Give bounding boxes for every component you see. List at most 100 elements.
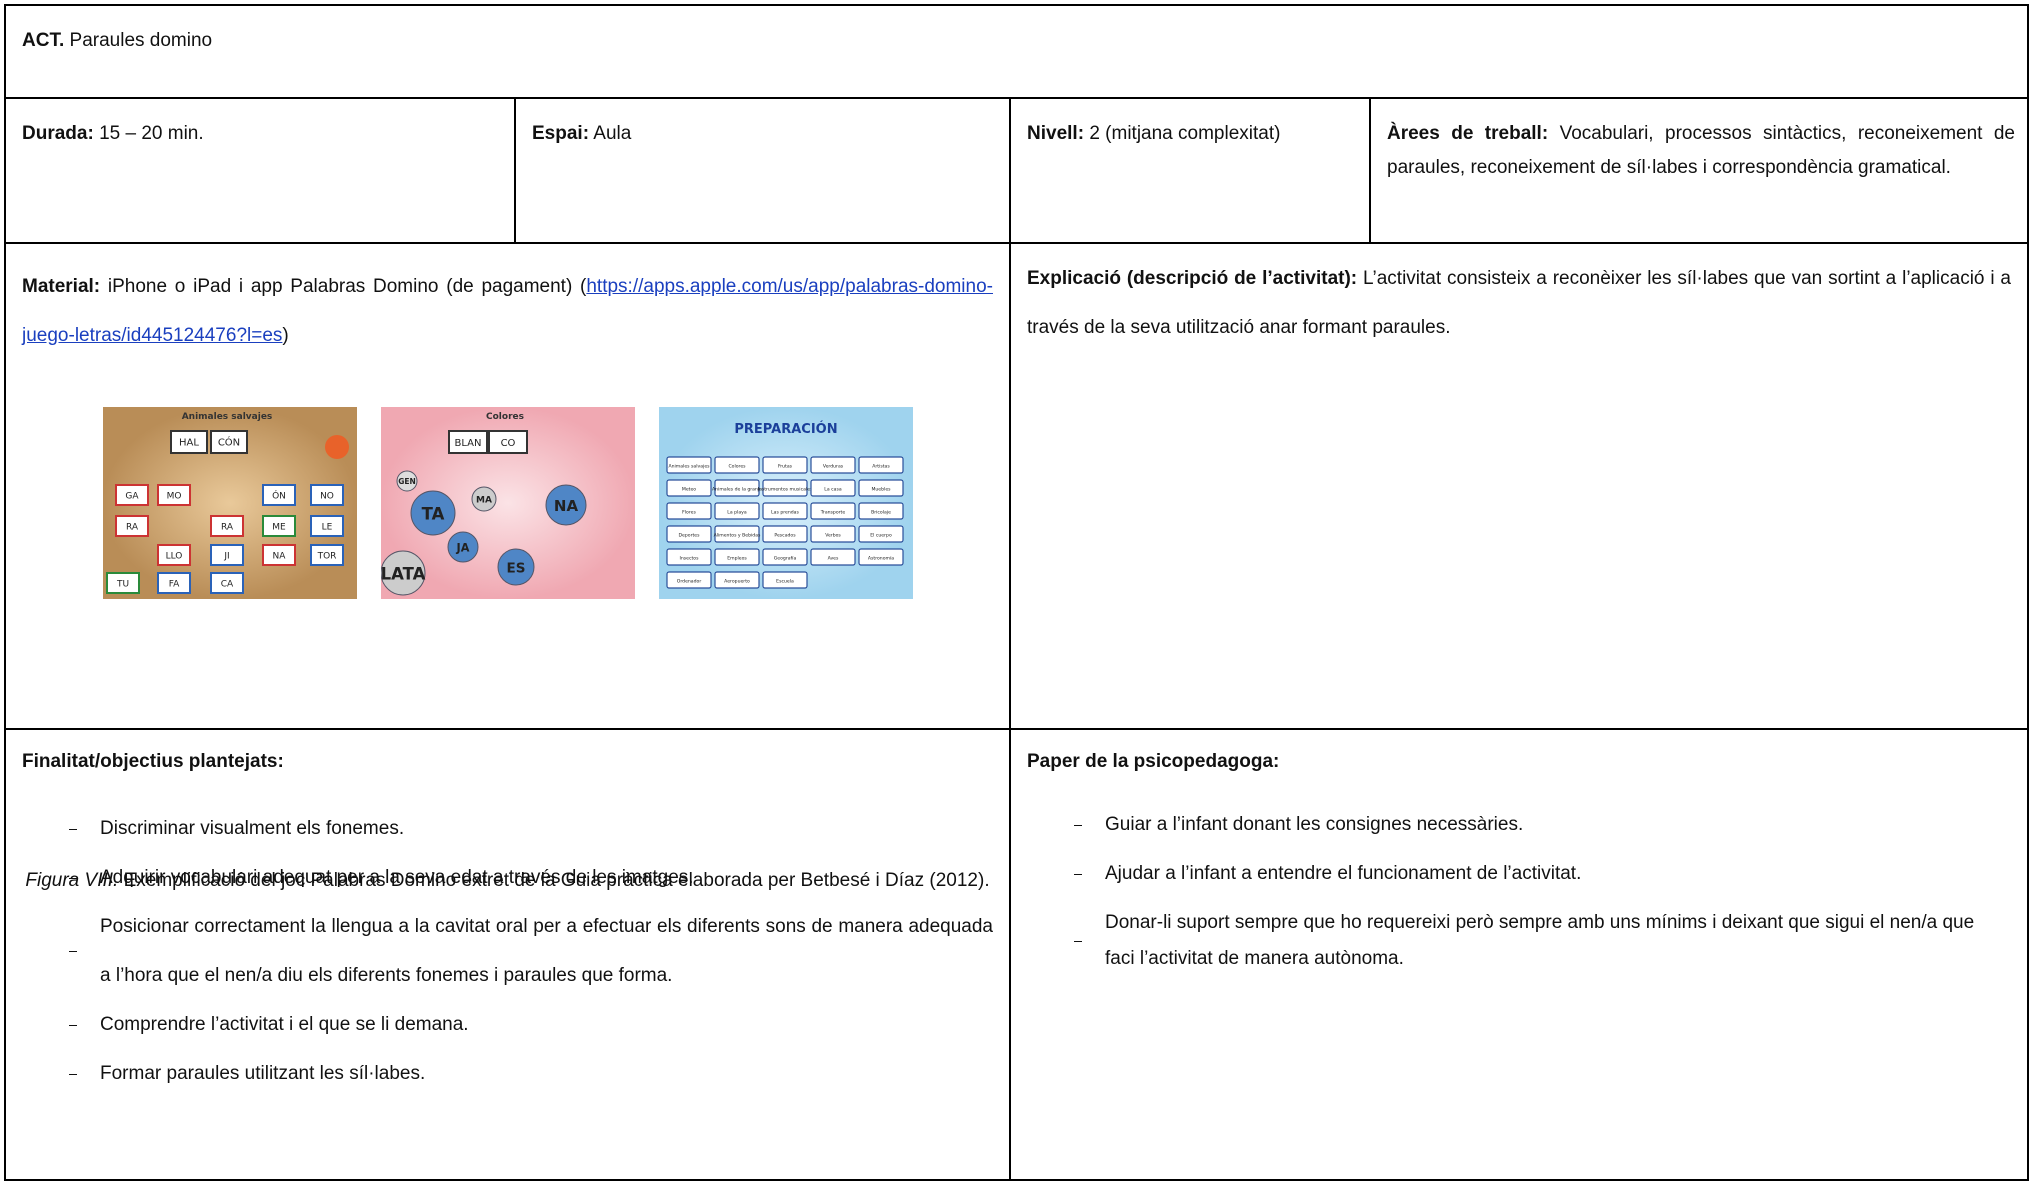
list-item: Comprendre l’activitat i el que se li de…: [22, 1000, 993, 1049]
tile-text: Escuela: [776, 579, 794, 585]
ball: [410, 490, 456, 536]
bullet: [69, 1049, 77, 1098]
material-text: Material: iPhone o iPad i app Palabras D…: [22, 262, 993, 360]
label: ACT.: [22, 30, 65, 51]
item-text: Adquirir vocabulari adequat per a la sev…: [100, 867, 694, 888]
value: 2 (mitjana complexitat): [1089, 123, 1281, 144]
tile-text: El cuerpo: [870, 533, 892, 539]
label: Material:: [22, 276, 101, 297]
ball: [396, 470, 418, 492]
tile: [115, 484, 149, 506]
list: Discriminar visualment els fonemes. Adqui…: [22, 804, 993, 1098]
tile: [666, 548, 712, 566]
tile-text: HAL: [179, 438, 199, 449]
list-item: Donar-li suport sempre que ho requereixi…: [1027, 905, 1991, 977]
tile-text: LLO: [166, 552, 183, 562]
activity-title: Paraules domino: [69, 30, 213, 51]
tile: [714, 548, 760, 566]
screenshot: Animales salvajes HAL CÓN GA MO ÓN NO RA RA ME LE L…: [103, 407, 357, 599]
ball-text: TA: [422, 505, 445, 524]
tile: [310, 544, 344, 566]
ball: [471, 486, 497, 512]
tile: [262, 544, 296, 566]
bullet: [69, 853, 77, 902]
value: L’activitat consisteix a reconèixer les …: [1027, 268, 2011, 338]
tile: [310, 515, 344, 537]
tile: [666, 525, 712, 543]
role-cell: Paper de la psicopedagoga: Guiar a l’inf…: [1009, 728, 2029, 1181]
ball-text: MA: [476, 496, 492, 506]
bullet: [1074, 807, 1082, 843]
bullet: [69, 1000, 77, 1049]
tile-text: MO: [167, 492, 182, 502]
ball-text: JA: [456, 542, 470, 555]
tile-text: Ordenador: [677, 579, 702, 585]
tile: [157, 572, 191, 594]
caption-label: Figura VIII.: [25, 870, 119, 891]
link[interactable]: https://apps.apple.com/us/app/palabras-d…: [22, 276, 993, 346]
tile-text: Geografía: [774, 555, 797, 562]
explanation-cell: Explicació (descripció de l’activitat): …: [1009, 242, 2029, 730]
tile: [858, 502, 904, 520]
tile: [157, 484, 191, 506]
tile: [666, 456, 712, 474]
tile: [810, 525, 856, 543]
ball: [381, 550, 426, 596]
list-item: Ajudar a l’infant a entendre el funciona…: [1027, 856, 1991, 892]
ball-text: GEN: [398, 477, 416, 486]
tile-text: LE: [322, 523, 333, 533]
label: Nivell:: [1027, 123, 1085, 144]
item-text: Ajudar a l’infant a entendre el funciona…: [1105, 863, 1582, 884]
tile: [115, 515, 149, 537]
label: Finalitat/objectius plantejats:: [22, 751, 284, 772]
tile-text: RA: [221, 523, 234, 533]
tile-text: Verbos: [825, 533, 841, 539]
tile: [858, 548, 904, 566]
tile: [157, 544, 191, 566]
tile-text: Aeropuerto: [724, 579, 750, 585]
tile: [666, 502, 712, 520]
tile-text: Meteo: [682, 487, 696, 493]
ball-text: NA: [554, 497, 579, 515]
bullet: [1074, 856, 1082, 892]
tile-text: CÓN: [218, 436, 240, 449]
item-text: Guiar a l’infant donant les consignes ne…: [1105, 814, 1524, 835]
bullet: [1074, 905, 1082, 977]
tile: [810, 479, 856, 497]
tile: [810, 502, 856, 520]
value: Aula: [593, 123, 632, 144]
tile: [762, 548, 808, 566]
level-cell: Nivell: 2 (mitjana complexitat): [1009, 97, 1371, 244]
tile-text: Astronomía: [868, 555, 894, 562]
tile: [762, 502, 808, 520]
tile-text: BLAN: [455, 438, 482, 449]
tile: [210, 430, 248, 454]
tile: [714, 479, 760, 497]
tile: [666, 571, 712, 589]
tile: [858, 525, 904, 543]
tile-text: TOR: [317, 552, 337, 562]
tile-text: Flores: [682, 510, 696, 516]
screenshot: Colores BLAN CO GEN TA MA JA ES NA LATA: [381, 407, 635, 599]
screenshot: PREPARACIÓN Animales salvajes Colores Fruta…: [659, 407, 913, 599]
ball: [497, 548, 535, 586]
tile-text: Empleos: [727, 556, 747, 562]
tile-text: GA: [125, 492, 139, 502]
bullet: [69, 902, 77, 1000]
figure: Animales salvajes HAL CÓN GA MO ÓN NO RA RA ME LE L…: [103, 407, 913, 599]
tile-text: CO: [501, 438, 516, 449]
label: Espai:: [532, 123, 590, 144]
tile-text: RA: [126, 523, 139, 533]
tile-text: Frutas: [778, 464, 793, 470]
tile: [858, 479, 904, 497]
value: iPhone o iPad i app Palabras Domino (de …: [107, 276, 573, 297]
tile-text: Artistas: [872, 464, 890, 470]
list-item: Formar paraules utilitzant les síl·labes…: [22, 1049, 993, 1098]
tile-text: Aves: [828, 556, 839, 562]
screen-title: Animales salvajes: [182, 412, 273, 422]
tile-text: Alimentos y Bebidas: [714, 533, 761, 539]
tile-text: Animales de la granja: [712, 487, 762, 493]
tile: [488, 430, 528, 454]
tile-text: La playa: [727, 510, 747, 516]
tile: [714, 456, 760, 474]
